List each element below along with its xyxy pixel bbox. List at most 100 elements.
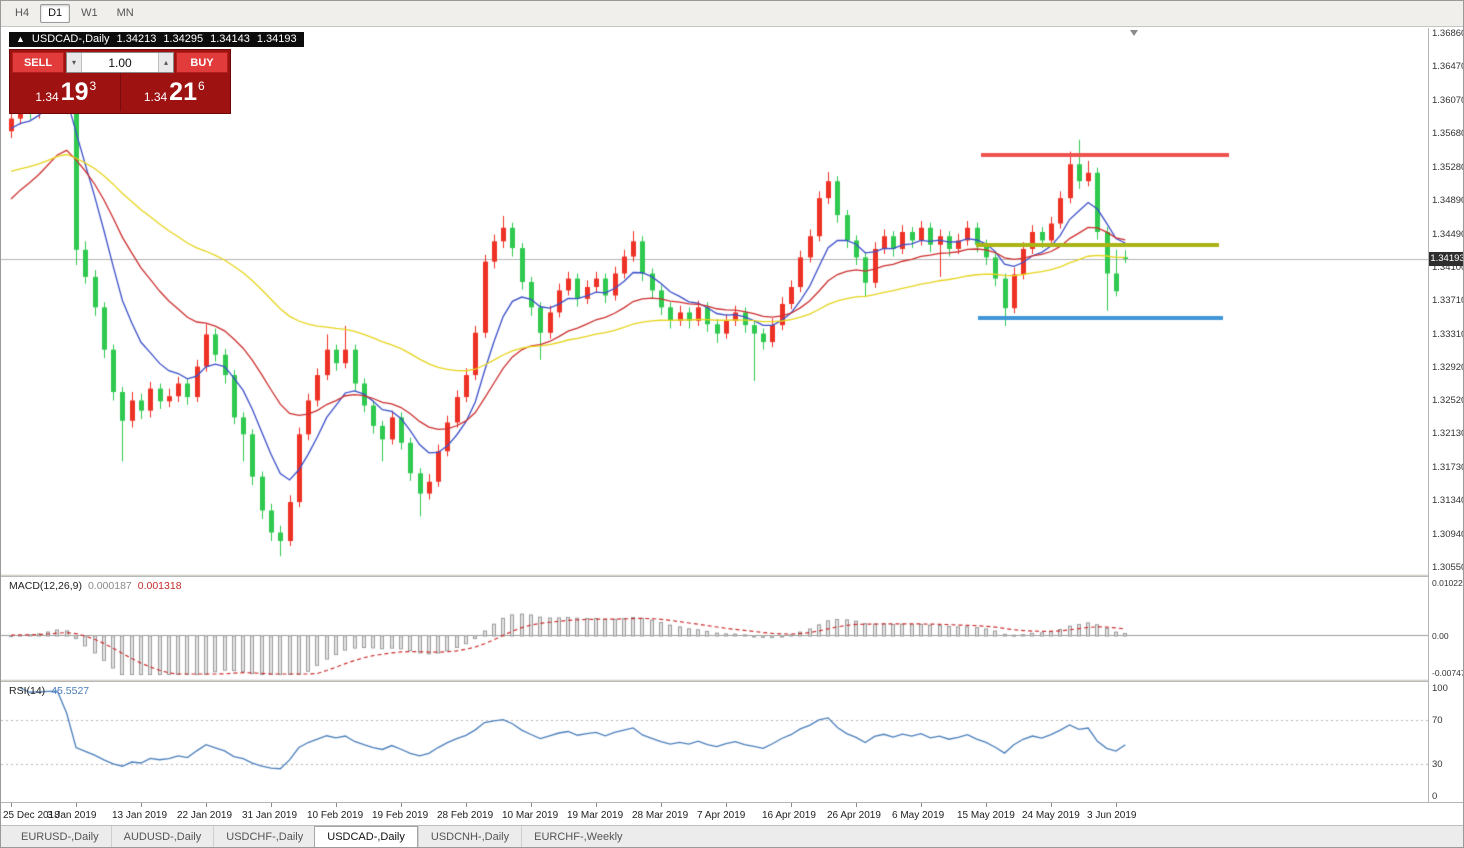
time-axis-label: 25 Dec 2018 (3, 810, 60, 821)
tab-usdcnh-daily[interactable]: USDCNH-,Daily (417, 826, 521, 847)
time-axis-tick (401, 803, 402, 807)
panel-divider[interactable] (1, 574, 1463, 577)
rsi-axis-label: 0 (1432, 791, 1438, 802)
price-axis[interactable]: 1.36860 1.36470 1.36070 1.35680 1.35280 1.348… (1428, 28, 1464, 802)
time-axis-tick (791, 803, 792, 807)
time-axis-label: 7 Apr 2019 (696, 810, 746, 821)
time-axis-label: 22 Jan 2019 (176, 810, 233, 821)
price-axis-label: 1.31730 (1432, 462, 1464, 474)
time-axis-tick (921, 803, 922, 807)
rsi-axis-label: 100 (1432, 683, 1448, 694)
chart-shift-marker-icon (1130, 30, 1138, 36)
chart-symbol-header: ▲ USDCAD-,Daily 1.34213 1.34295 1.34143 … (9, 32, 304, 47)
time-axis-tick (206, 803, 207, 807)
ohlc-close: 1.34193 (256, 33, 297, 45)
price-axis-label: 1.32520 (1432, 395, 1464, 407)
rsi-indicator-canvas[interactable] (1, 682, 1428, 802)
rsi-axis-label: 30 (1432, 758, 1443, 770)
time-axis-label: 19 Feb 2019 (371, 810, 429, 821)
time-axis-tick (141, 803, 142, 807)
sell-price-pip: 3 (89, 79, 97, 93)
timeframe-toolbar: H4 D1 W1 MN (1, 1, 1463, 27)
price-axis-label: 1.34100 (1432, 261, 1464, 273)
tab-eurusd-daily[interactable]: EURUSD-,Daily (21, 830, 99, 843)
price-axis-label: 1.34490 (1432, 228, 1464, 240)
price-axis-label: 1.31340 (1432, 495, 1464, 507)
rsi-name: RSI(14) (9, 685, 46, 697)
time-axis-tick (1116, 803, 1117, 807)
time-axis-tick (986, 803, 987, 807)
price-axis-label: 1.36470 (1432, 61, 1464, 73)
buy-price-prefix: 1.34 (143, 89, 168, 104)
tab-eurchf-weekly[interactable]: EURCHF-,Weekly (521, 826, 634, 847)
time-axis-tick (531, 803, 532, 807)
price-chart-canvas[interactable] (1, 28, 1428, 574)
time-axis-tick (661, 803, 662, 807)
rsi-value: 45.5527 (51, 685, 90, 697)
rsi-axis-label: 70 (1432, 715, 1443, 727)
rsi-indicator-label: RSI(14) 45.5527 (9, 685, 89, 697)
sell-price-prefix: 1.34 (35, 89, 59, 104)
tab-usdchf-daily[interactable]: USDCHF-,Daily (213, 826, 315, 847)
price-axis-label: 1.36070 (1432, 94, 1464, 106)
timeframe-h4-button[interactable]: H4 (15, 7, 30, 19)
buy-price-display[interactable]: 1.34 21 6 (119, 73, 229, 111)
time-axis-label: 24 May 2019 (1021, 810, 1080, 821)
time-axis-tick (856, 803, 857, 807)
ohlc-high: 1.34295 (163, 33, 204, 45)
time-axis-tick (596, 803, 597, 807)
time-axis-label: 28 Mar 2019 (631, 810, 689, 821)
one-click-trading-widget: SELL ▾ 1.00 ▴ BUY 1.34 19 3 1.34 21 6 (9, 49, 231, 114)
time-axis-label: 10 Mar 2019 (501, 810, 559, 821)
current-price-badge: 1.34193 (1429, 251, 1464, 266)
macd-indicator-canvas[interactable] (1, 577, 1428, 679)
price-axis-label: 1.35280 (1432, 161, 1464, 173)
time-axis-label: 6 May 2019 (891, 810, 945, 821)
time-axis-label: 10 Feb 2019 (306, 810, 364, 821)
price-axis-label: 1.35680 (1432, 127, 1464, 139)
macd-axis-label: -0.007477 (1432, 668, 1463, 678)
time-axis-tick (466, 803, 467, 807)
macd-name: MACD(12,26,9) (9, 580, 82, 592)
time-axis[interactable]: 25 Dec 2018 3 Jan 2019 13 Jan 2019 22 Jan 2… (1, 802, 1463, 827)
price-axis-label: 1.30550 (1432, 562, 1464, 574)
chart-tab-bar: EURUSD-,Daily AUDUSD-,Daily USDCHF-,Dail… (1, 825, 1463, 847)
symbol-name: USDCAD-,Daily (31, 33, 110, 45)
timeframe-w1-button[interactable]: W1 (81, 7, 98, 19)
price-axis-label: 1.32920 (1432, 361, 1464, 373)
time-axis-tick (76, 803, 77, 807)
time-axis-label: 26 Apr 2019 (826, 810, 881, 821)
time-axis-tick (271, 803, 272, 807)
volume-stepper: ▾ 1.00 ▴ (66, 52, 174, 73)
macd-indicator-label: MACD(12,26,9) 0.000187 0.001318 (9, 580, 182, 592)
macd-axis-label: 0.010229 (1432, 578, 1464, 588)
volume-input[interactable]: 1.00 (108, 55, 132, 70)
time-axis-label: 31 Jan 2019 (241, 810, 298, 821)
time-axis-tick (1051, 803, 1052, 807)
buy-button[interactable]: BUY (176, 52, 228, 73)
ohlc-open: 1.34213 (116, 33, 157, 45)
time-axis-label: 19 Mar 2019 (566, 810, 624, 821)
time-axis-label: 15 May 2019 (956, 810, 1015, 821)
time-axis-label: 16 Apr 2019 (761, 810, 816, 821)
time-axis-tick (11, 803, 12, 807)
time-axis-label: 3 Jun 2019 (1086, 810, 1137, 821)
sell-price-big: 19 (60, 77, 89, 106)
buy-price-pip: 6 (197, 79, 205, 93)
sell-button[interactable]: SELL (12, 52, 64, 73)
price-axis-label: 1.32130 (1432, 428, 1464, 440)
timeframe-d1-button[interactable]: D1 (40, 4, 71, 23)
price-axis-label: 1.30940 (1432, 529, 1464, 541)
macd-signal-value: 0.001318 (137, 580, 182, 592)
ohlc-low: 1.34143 (210, 33, 250, 45)
tab-usdcad-daily[interactable]: USDCAD-,Daily (314, 826, 418, 847)
volume-decrease-icon[interactable]: ▾ (67, 53, 82, 72)
price-axis-label: 1.36860 (1432, 28, 1464, 40)
timeframe-mn-button[interactable]: MN (116, 7, 134, 19)
volume-increase-icon[interactable]: ▴ (158, 53, 173, 72)
sell-price-display[interactable]: 1.34 19 3 (12, 73, 120, 111)
tab-audusd-daily[interactable]: AUDUSD-,Daily (110, 826, 214, 847)
price-axis-label: 1.33710 (1432, 294, 1464, 306)
panel-divider[interactable] (1, 679, 1463, 682)
time-axis-label: 13 Jan 2019 (111, 810, 168, 821)
